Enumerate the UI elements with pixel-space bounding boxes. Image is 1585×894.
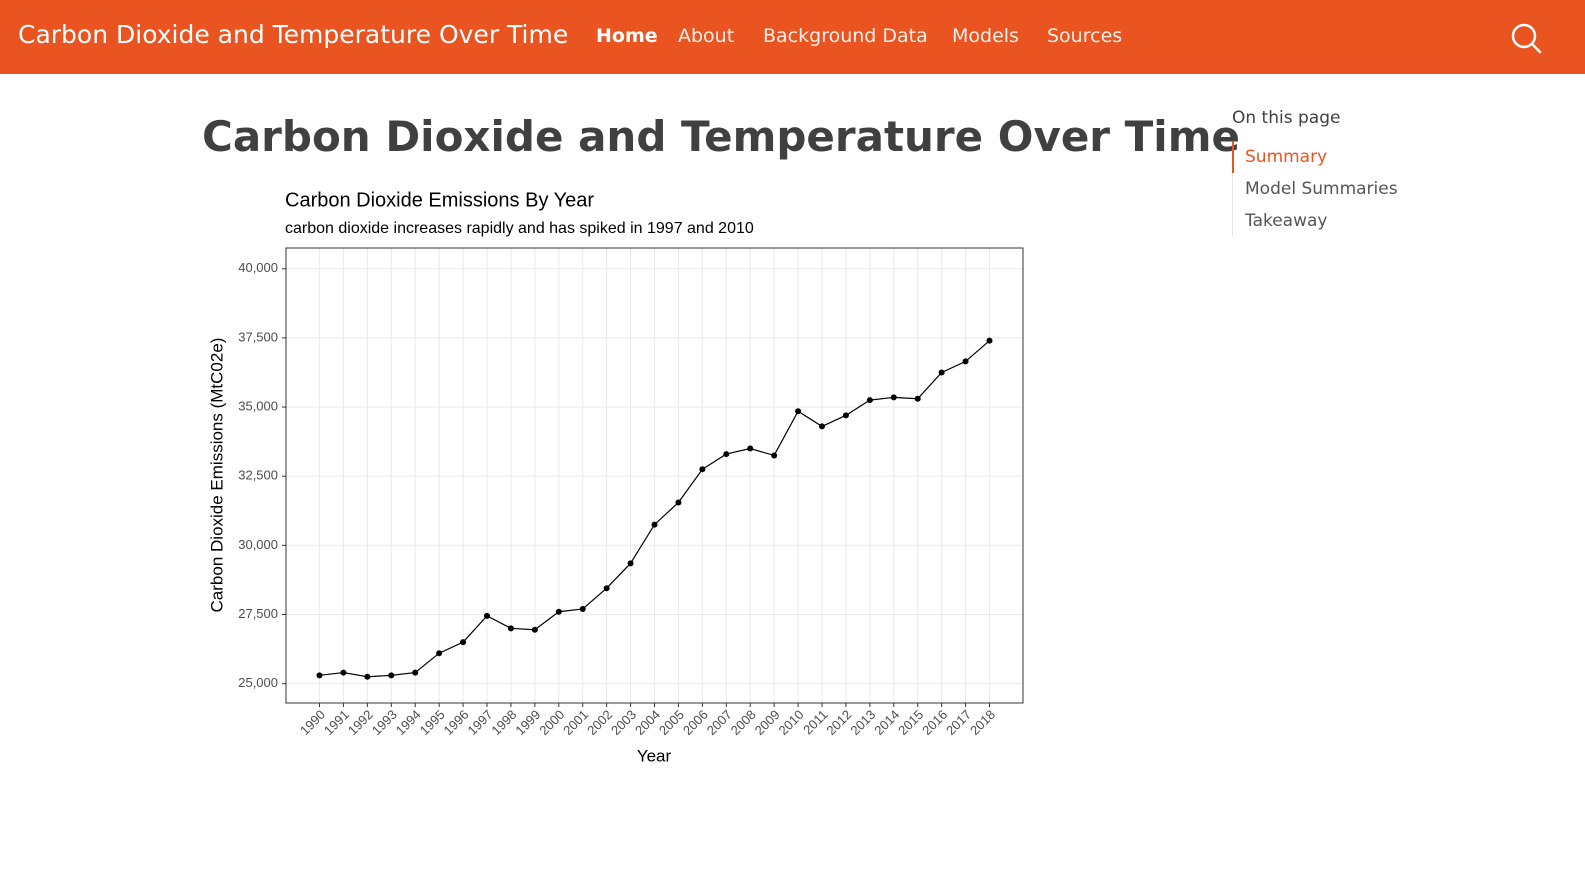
x-tick-label: 2001 (560, 707, 591, 738)
data-point (388, 672, 395, 679)
nav-link[interactable]: About (678, 25, 735, 47)
plot-border (285, 247, 1024, 704)
y-tick-label: 30,000 (238, 537, 278, 552)
x-tick-label: 2010 (776, 707, 807, 738)
x-tick-label: 2011 (800, 707, 830, 737)
toc-item[interactable]: Takeaway (1245, 211, 1328, 231)
x-tick-label: 1991 (321, 707, 352, 738)
x-tick-label: 2004 (632, 707, 663, 738)
x-tick-label: 1992 (345, 707, 376, 738)
toc-item[interactable]: Model Summaries (1245, 179, 1398, 199)
chart: Carbon Dioxide Emissions By Year carbon … (207, 189, 1024, 765)
navbar: Carbon Dioxide and Temperature Over Time… (0, 0, 1585, 74)
data-point (938, 369, 945, 376)
data-point (866, 397, 873, 404)
x-tick-label: 1997 (464, 707, 495, 738)
data-point (340, 669, 347, 676)
chart-subtitle: carbon dioxide increases rapidly and has… (285, 220, 754, 237)
data-point (531, 626, 538, 633)
data-point (603, 585, 610, 592)
y-tick-label: 35,000 (238, 398, 278, 413)
x-tick-label: 2009 (752, 707, 783, 738)
data-point (460, 639, 467, 646)
x-tick-label: 2012 (823, 707, 854, 738)
data-point (914, 395, 921, 402)
chart-title: Carbon Dioxide Emissions By Year (285, 189, 594, 211)
data-point (364, 673, 371, 680)
toc: Summary Model Summaries Takeaway (1232, 141, 1398, 237)
data-point (747, 445, 754, 452)
y-tick-label: 32,500 (238, 468, 278, 483)
nav-link[interactable]: Background Data (763, 25, 928, 47)
x-tick-label: 2006 (680, 707, 711, 738)
data-point (412, 669, 419, 676)
data-point (699, 466, 706, 473)
x-tick-label: 2007 (704, 707, 735, 738)
x-tick-label: 2013 (847, 707, 878, 738)
data-point (316, 672, 323, 679)
x-tick-label: 1995 (417, 707, 448, 738)
data-point (675, 499, 682, 506)
data-point (986, 337, 993, 344)
x-tick-label: 2008 (728, 707, 759, 738)
data-point (819, 423, 825, 430)
data-point (771, 452, 778, 459)
data-point (795, 408, 802, 415)
x-tick-label: 1993 (369, 707, 400, 738)
x-tick-label: 2018 (967, 707, 998, 738)
nav-link[interactable]: Sources (1047, 25, 1123, 47)
y-tick-label: 27,500 (238, 606, 278, 621)
x-tick-label: 2014 (871, 707, 902, 738)
toc-heading: On this page (1232, 108, 1341, 128)
data-point (484, 612, 490, 619)
y-tick-label: 25,000 (238, 675, 278, 690)
x-tick-label: 1990 (297, 707, 328, 738)
x-tick-label: 2015 (895, 707, 926, 738)
data-point (436, 650, 443, 657)
search-icon[interactable] (1509, 21, 1543, 55)
x-axis-label: Year (637, 746, 672, 765)
nav-link[interactable]: Home (596, 25, 658, 47)
x-tick-label: 1999 (512, 707, 543, 738)
data-point (962, 358, 969, 365)
nav-link[interactable]: Models (952, 25, 1019, 47)
x-tick-label: 2005 (656, 707, 687, 738)
data-point (579, 605, 586, 612)
data-point (651, 521, 658, 528)
y-tick-label: 37,500 (238, 329, 278, 344)
x-tick-label: 2003 (608, 707, 639, 738)
x-tick-label: 1994 (393, 707, 424, 738)
x-tick-label: 2002 (584, 707, 615, 738)
x-tick-label: 2016 (919, 707, 950, 738)
data-point (890, 394, 897, 401)
x-tick-label: 1996 (441, 707, 472, 738)
x-tick-label: 2000 (536, 707, 567, 738)
brand[interactable]: Carbon Dioxide and Temperature Over Time (18, 20, 569, 49)
data-point (555, 608, 562, 615)
x-tick-label: 1998 (488, 707, 519, 738)
data-point (842, 412, 849, 419)
page-title: Carbon Dioxide and Temperature Over Time (202, 112, 1240, 161)
data-point (723, 451, 730, 458)
toc-item[interactable]: Summary (1232, 141, 1398, 173)
x-tick-label: 2017 (943, 707, 974, 738)
data-point (627, 560, 634, 567)
y-axis-label: Carbon Dioxide Emissions (MtC02e) (207, 338, 226, 613)
y-tick-label: 40,000 (238, 260, 278, 275)
data-point (507, 625, 514, 632)
